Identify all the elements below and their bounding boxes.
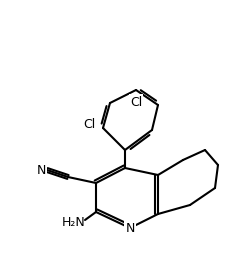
Text: Cl: Cl [83, 118, 95, 132]
Text: H₂N: H₂N [62, 216, 86, 228]
Text: Cl: Cl [130, 96, 142, 109]
Text: N: N [125, 222, 135, 234]
Text: N: N [36, 163, 46, 176]
